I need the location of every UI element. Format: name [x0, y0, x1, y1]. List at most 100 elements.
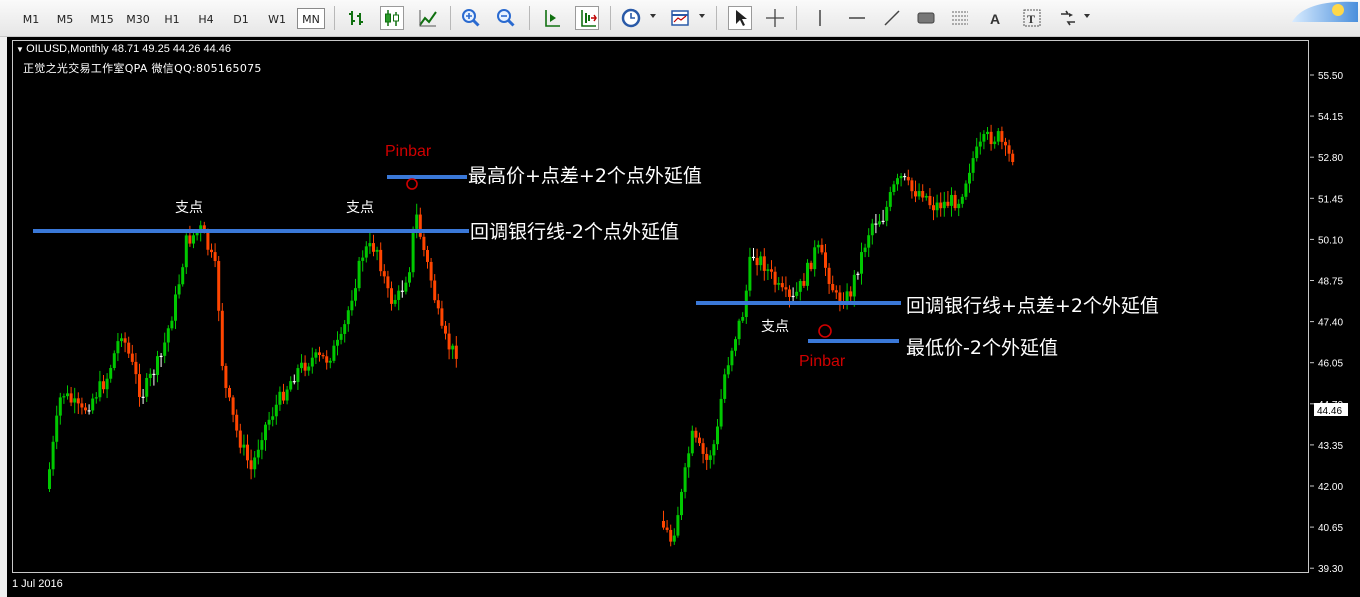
candle-body: [228, 387, 231, 398]
candle-body: [408, 272, 411, 283]
candle-body: [264, 424, 267, 441]
candle-body: [892, 184, 896, 193]
candle-body: [195, 232, 199, 236]
chart-plot-area[interactable]: [12, 40, 1309, 573]
price-axis: 55.50 54.15 52.80 51.45 50.10 48.75 47.40 46.05…: [1310, 71, 1348, 575]
toolbar-separator: [716, 6, 717, 30]
candle-body: [755, 257, 759, 266]
tf-w1[interactable]: W1: [268, 13, 286, 26]
candle-body: [181, 267, 185, 285]
candle-body: [217, 261, 221, 311]
autoscroll-icon[interactable]: [575, 6, 599, 30]
candle-body: [863, 247, 867, 253]
candle-body: [422, 236, 426, 251]
candle-body: [694, 430, 698, 438]
candle-body: [220, 310, 224, 366]
candle-body: [148, 373, 152, 378]
candle-body: [206, 231, 210, 250]
text-label-icon[interactable]: T: [1020, 6, 1044, 30]
candle-body: [102, 381, 105, 390]
candle-body: [382, 271, 386, 277]
candle-body: [784, 287, 788, 290]
candle-body: [372, 243, 375, 252]
rectangle-icon[interactable]: [914, 6, 938, 30]
annotation-label-retrace-sell: 回调银行线-2个点外延值: [470, 221, 679, 243]
cursor-icon[interactable]: [728, 6, 752, 30]
periods-clock-icon[interactable]: [619, 6, 643, 30]
candle-body: [690, 430, 694, 454]
candlestick-icon[interactable]: [380, 6, 404, 30]
trendline-icon[interactable]: [880, 6, 904, 30]
tf-m1[interactable]: M1: [22, 13, 40, 26]
candle-body: [350, 300, 354, 311]
candle-body: [94, 397, 98, 399]
candle-body: [339, 333, 343, 340]
templates-icon[interactable]: [668, 6, 692, 30]
candle-body: [881, 220, 885, 223]
candle-body: [66, 393, 69, 397]
candle-body: [310, 357, 314, 367]
tf-h1[interactable]: H1: [164, 13, 180, 26]
horizontal-line-icon[interactable]: [845, 6, 869, 30]
tf-d1[interactable]: D1: [233, 13, 249, 26]
candle-body: [134, 361, 138, 375]
candle-body: [80, 403, 84, 408]
candle-body: [816, 244, 820, 248]
chevron-down-icon[interactable]: [1084, 14, 1090, 18]
current-price-label: 44.46: [1317, 406, 1342, 417]
candle-body: [935, 202, 939, 211]
candle-body: [159, 355, 163, 358]
candle-body: [741, 316, 745, 321]
candle-body: [770, 269, 773, 272]
candle-body: [928, 195, 932, 206]
zoom-out-icon[interactable]: [494, 6, 518, 30]
candle-body: [986, 131, 989, 135]
text-icon[interactable]: A: [984, 6, 1008, 30]
chart-shift-icon[interactable]: [540, 6, 564, 30]
chevron-down-icon[interactable]: [650, 14, 656, 18]
vertical-line-icon[interactable]: [808, 6, 832, 30]
price-tick-label: 46.05: [1318, 359, 1343, 370]
candle-body: [397, 290, 401, 300]
candle-body: [354, 288, 357, 301]
arrows-icon[interactable]: [1056, 6, 1080, 30]
candle-body: [256, 449, 260, 458]
price-tick-label: 55.50: [1318, 71, 1343, 82]
candle-body: [282, 391, 285, 401]
toolbar-separator: [529, 6, 530, 30]
zoom-in-icon[interactable]: [459, 6, 483, 30]
candle-body: [914, 191, 917, 197]
candle-body: [274, 404, 278, 417]
chart-window[interactable]: ▼ OILUSD,Monthly 48.71 49.25 44.26 44.46…: [7, 37, 1360, 597]
tf-h4[interactable]: H4: [198, 13, 214, 26]
candle-body: [827, 267, 831, 284]
candle-body: [780, 283, 784, 288]
candle-body: [795, 291, 799, 296]
toolbar-separator: [796, 6, 797, 30]
candle-body: [303, 362, 307, 371]
fibonacci-icon[interactable]: [948, 6, 972, 30]
collapse-triangle-icon[interactable]: ▼: [16, 45, 27, 54]
candle-body: [996, 131, 1000, 142]
crosshair-icon[interactable]: [763, 6, 787, 30]
tf-mn[interactable]: MN: [297, 8, 325, 29]
tf-m5[interactable]: M5: [56, 13, 74, 26]
candle-body: [87, 410, 91, 412]
tf-m30[interactable]: M30: [126, 13, 150, 26]
candle-body: [716, 426, 719, 445]
candle-body: [899, 175, 903, 179]
candle-body: [1000, 131, 1004, 142]
candle-body: [253, 457, 257, 470]
line-chart-icon[interactable]: [416, 6, 440, 30]
candle-body: [123, 338, 127, 343]
candle-body: [708, 455, 712, 460]
svg-text:T: T: [1027, 12, 1035, 26]
chevron-down-icon[interactable]: [699, 14, 705, 18]
pinbar-circle: [406, 178, 418, 190]
candle-body: [127, 342, 131, 354]
bar-chart-icon[interactable]: [345, 6, 369, 30]
candle-body: [773, 271, 777, 285]
tf-m15[interactable]: M15: [90, 13, 114, 26]
candle-body: [971, 158, 975, 173]
candle-body: [390, 288, 393, 304]
